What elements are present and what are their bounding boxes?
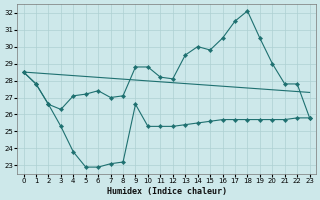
X-axis label: Humidex (Indice chaleur): Humidex (Indice chaleur)	[107, 187, 227, 196]
